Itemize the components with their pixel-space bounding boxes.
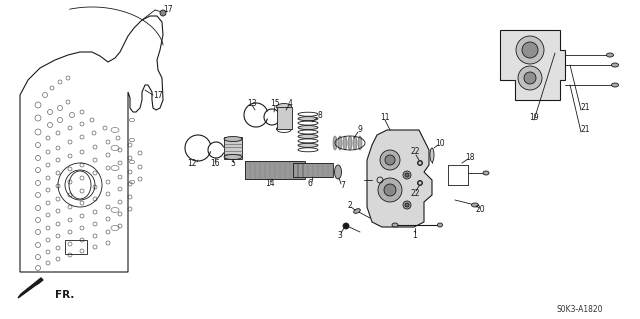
Bar <box>293 163 333 177</box>
Bar <box>308 163 312 177</box>
Text: 15: 15 <box>270 100 280 108</box>
Circle shape <box>378 178 402 202</box>
Text: 11: 11 <box>380 114 390 122</box>
Text: 21: 21 <box>580 125 589 135</box>
Polygon shape <box>18 278 43 298</box>
Ellipse shape <box>298 117 318 121</box>
Circle shape <box>160 10 166 16</box>
Polygon shape <box>367 130 432 227</box>
Bar <box>245 161 305 179</box>
Bar <box>275 161 279 179</box>
Ellipse shape <box>333 136 337 150</box>
Ellipse shape <box>358 136 362 150</box>
Ellipse shape <box>417 160 422 166</box>
Bar <box>300 161 304 179</box>
Ellipse shape <box>348 136 352 150</box>
Circle shape <box>385 155 395 165</box>
Text: 16: 16 <box>210 159 220 167</box>
Text: FR.: FR. <box>55 290 74 300</box>
Circle shape <box>343 223 349 229</box>
Circle shape <box>384 184 396 196</box>
Ellipse shape <box>483 171 489 175</box>
Bar <box>328 163 332 177</box>
Bar <box>293 163 297 177</box>
Bar <box>270 161 274 179</box>
Circle shape <box>403 201 411 209</box>
Circle shape <box>522 42 538 58</box>
Text: 8: 8 <box>317 110 323 120</box>
Ellipse shape <box>343 136 347 150</box>
Bar <box>290 161 294 179</box>
Text: 4: 4 <box>287 99 292 108</box>
Ellipse shape <box>298 143 318 147</box>
Ellipse shape <box>298 134 318 138</box>
Bar <box>298 163 302 177</box>
Bar <box>285 161 289 179</box>
Text: 12: 12 <box>188 159 196 167</box>
Text: 13: 13 <box>247 99 257 108</box>
Text: 5: 5 <box>230 159 236 167</box>
Circle shape <box>405 173 409 177</box>
Ellipse shape <box>224 154 242 160</box>
Text: 2: 2 <box>348 201 353 210</box>
Bar <box>65 240 87 254</box>
Bar <box>313 163 317 177</box>
Text: 3: 3 <box>337 231 342 240</box>
Bar <box>295 161 299 179</box>
Bar <box>260 161 264 179</box>
Text: 22: 22 <box>410 147 420 157</box>
Bar <box>255 161 259 179</box>
Text: 18: 18 <box>465 152 475 161</box>
Ellipse shape <box>417 181 422 186</box>
Text: 19: 19 <box>529 114 539 122</box>
Circle shape <box>516 36 544 64</box>
Ellipse shape <box>338 136 342 150</box>
Circle shape <box>403 171 411 179</box>
Bar <box>318 163 322 177</box>
Ellipse shape <box>607 53 614 57</box>
Text: S0K3-A1820: S0K3-A1820 <box>557 306 604 315</box>
Text: 21: 21 <box>580 103 589 113</box>
Ellipse shape <box>353 136 357 150</box>
Ellipse shape <box>276 103 291 110</box>
Ellipse shape <box>472 203 479 207</box>
Ellipse shape <box>298 126 318 130</box>
Bar <box>245 161 249 179</box>
Bar <box>280 161 284 179</box>
Text: 14: 14 <box>265 179 275 188</box>
Text: 6: 6 <box>308 179 312 188</box>
Text: 17: 17 <box>163 5 173 14</box>
Bar <box>323 163 327 177</box>
Ellipse shape <box>611 83 618 87</box>
Ellipse shape <box>224 137 242 142</box>
Text: 20: 20 <box>475 205 485 214</box>
Text: 9: 9 <box>358 125 362 135</box>
Text: 17: 17 <box>153 91 163 100</box>
Text: 10: 10 <box>435 138 445 147</box>
Circle shape <box>380 150 400 170</box>
Ellipse shape <box>438 223 442 227</box>
Text: 22: 22 <box>410 189 420 197</box>
Circle shape <box>518 66 542 90</box>
Bar <box>276 107 291 129</box>
Bar <box>224 137 242 159</box>
Ellipse shape <box>611 63 618 67</box>
Text: 1: 1 <box>413 231 417 240</box>
Ellipse shape <box>354 209 360 213</box>
Bar <box>250 161 254 179</box>
Ellipse shape <box>335 165 342 179</box>
Bar <box>303 163 307 177</box>
Polygon shape <box>500 30 565 100</box>
Text: 7: 7 <box>340 181 346 189</box>
Bar <box>265 161 269 179</box>
Circle shape <box>405 203 409 207</box>
Ellipse shape <box>430 148 434 162</box>
Ellipse shape <box>392 223 398 227</box>
Circle shape <box>524 72 536 84</box>
